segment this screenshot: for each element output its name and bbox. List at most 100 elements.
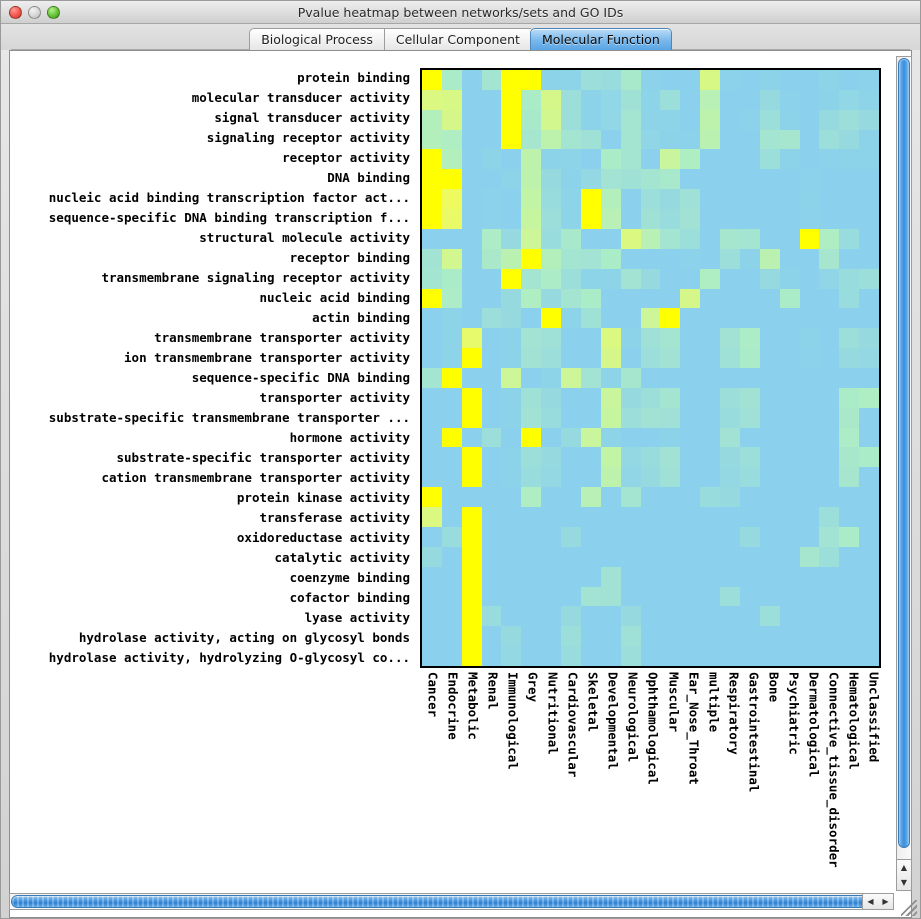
scroll-left-icon[interactable] bbox=[863, 894, 878, 909]
heatmap-cell[interactable] bbox=[739, 70, 760, 90]
heatmap-cell[interactable] bbox=[561, 526, 581, 547]
heatmap-cell[interactable] bbox=[521, 268, 542, 289]
heatmap-cell[interactable] bbox=[521, 169, 542, 190]
heatmap-cell[interactable] bbox=[600, 348, 621, 368]
heatmap-cell[interactable] bbox=[680, 447, 701, 468]
heatmap-cell[interactable] bbox=[799, 109, 820, 130]
heatmap-cell[interactable] bbox=[759, 646, 780, 666]
heatmap-cell[interactable] bbox=[441, 189, 462, 210]
heatmap-cell[interactable] bbox=[819, 248, 840, 269]
heatmap-cell[interactable] bbox=[799, 507, 820, 527]
heatmap-cell[interactable] bbox=[759, 447, 780, 468]
heatmap-cell[interactable] bbox=[461, 169, 482, 190]
heatmap-cell[interactable] bbox=[799, 228, 820, 249]
heatmap-cell[interactable] bbox=[561, 507, 581, 527]
heatmap-cell[interactable] bbox=[481, 646, 502, 666]
heatmap-cell[interactable] bbox=[481, 507, 502, 527]
heatmap-cell[interactable] bbox=[720, 308, 740, 329]
heatmap-cell[interactable] bbox=[640, 248, 661, 269]
heatmap-cell[interactable] bbox=[779, 526, 800, 547]
heatmap-cell[interactable] bbox=[700, 626, 721, 647]
heatmap-cell[interactable] bbox=[680, 129, 701, 150]
heatmap-cell[interactable] bbox=[859, 467, 879, 488]
heatmap-cell[interactable] bbox=[561, 169, 581, 190]
heatmap-cell[interactable] bbox=[461, 526, 482, 547]
heatmap-cell[interactable] bbox=[600, 447, 621, 468]
heatmap-cell[interactable] bbox=[660, 646, 681, 666]
heatmap-cell[interactable] bbox=[580, 248, 601, 269]
heatmap-cell[interactable] bbox=[461, 328, 482, 349]
heatmap-cell[interactable] bbox=[700, 328, 721, 349]
heatmap-cell[interactable] bbox=[640, 228, 661, 249]
heatmap-cell[interactable] bbox=[461, 606, 482, 627]
heatmap-cell[interactable] bbox=[799, 288, 820, 309]
heatmap-cell[interactable] bbox=[819, 129, 840, 150]
heatmap-cell[interactable] bbox=[620, 368, 641, 388]
heatmap-cell[interactable] bbox=[739, 228, 760, 249]
heatmap-cell[interactable] bbox=[541, 368, 562, 388]
heatmap-cell[interactable] bbox=[422, 447, 442, 468]
heatmap-cell[interactable] bbox=[441, 447, 462, 468]
heatmap-cell[interactable] bbox=[779, 507, 800, 527]
heatmap-cell[interactable] bbox=[461, 507, 482, 527]
heatmap-cell[interactable] bbox=[600, 288, 621, 309]
heatmap-cell[interactable] bbox=[541, 507, 562, 527]
heatmap-cell[interactable] bbox=[521, 526, 542, 547]
heatmap-cell[interactable] bbox=[799, 129, 820, 150]
heatmap-cell[interactable] bbox=[422, 586, 442, 607]
heatmap-cell[interactable] bbox=[580, 348, 601, 368]
heatmap-cell[interactable] bbox=[660, 169, 681, 190]
heatmap-cell[interactable] bbox=[759, 566, 780, 587]
heatmap-cell[interactable] bbox=[441, 248, 462, 269]
heatmap-cell[interactable] bbox=[541, 387, 562, 408]
heatmap-cell[interactable] bbox=[839, 427, 860, 448]
heatmap-cell[interactable] bbox=[561, 70, 581, 90]
heatmap-cell[interactable] bbox=[819, 228, 840, 249]
heatmap-cell[interactable] bbox=[640, 526, 661, 547]
heatmap-cell[interactable] bbox=[680, 70, 701, 90]
heatmap-cell[interactable] bbox=[720, 209, 740, 229]
heatmap-cell[interactable] bbox=[700, 407, 721, 428]
heatmap-cell[interactable] bbox=[580, 507, 601, 527]
vertical-scrollbar[interactable] bbox=[896, 56, 912, 875]
heatmap-cell[interactable] bbox=[620, 189, 641, 210]
heatmap-cell[interactable] bbox=[561, 189, 581, 210]
heatmap-cell[interactable] bbox=[441, 626, 462, 647]
heatmap-cell[interactable] bbox=[700, 189, 721, 210]
heatmap-cell[interactable] bbox=[660, 149, 681, 170]
heatmap-cell[interactable] bbox=[481, 487, 502, 508]
heatmap-cell[interactable] bbox=[779, 328, 800, 349]
heatmap-cell[interactable] bbox=[839, 288, 860, 309]
heatmap-cell[interactable] bbox=[501, 467, 522, 488]
heatmap-cell[interactable] bbox=[580, 526, 601, 547]
heatmap-cell[interactable] bbox=[640, 348, 661, 368]
heatmap-cell[interactable] bbox=[819, 407, 840, 428]
heatmap-cell[interactable] bbox=[779, 189, 800, 210]
heatmap-cell[interactable] bbox=[660, 447, 681, 468]
heatmap-cell[interactable] bbox=[700, 228, 721, 249]
heatmap-cell[interactable] bbox=[680, 189, 701, 210]
heatmap-cell[interactable] bbox=[501, 626, 522, 647]
heatmap-cell[interactable] bbox=[541, 467, 562, 488]
heatmap-cell[interactable] bbox=[561, 348, 581, 368]
heatmap-cell[interactable] bbox=[839, 70, 860, 90]
heatmap-cell[interactable] bbox=[580, 586, 601, 607]
heatmap-cell[interactable] bbox=[859, 328, 879, 349]
heatmap-cell[interactable] bbox=[859, 209, 879, 229]
heatmap-cell[interactable] bbox=[859, 169, 879, 190]
heatmap-cell[interactable] bbox=[541, 149, 562, 170]
heatmap-cell[interactable] bbox=[759, 70, 780, 90]
heatmap-cell[interactable] bbox=[759, 586, 780, 607]
heatmap-cell[interactable] bbox=[501, 586, 522, 607]
heatmap-cell[interactable] bbox=[640, 507, 661, 527]
heatmap-cell[interactable] bbox=[461, 109, 482, 130]
heatmap-cell[interactable] bbox=[700, 149, 721, 170]
heatmap-cell[interactable] bbox=[779, 228, 800, 249]
heatmap-cell[interactable] bbox=[839, 228, 860, 249]
heatmap-cell[interactable] bbox=[461, 387, 482, 408]
heatmap-cell[interactable] bbox=[700, 467, 721, 488]
heatmap-cell[interactable] bbox=[461, 129, 482, 150]
heatmap-cell[interactable] bbox=[660, 566, 681, 587]
heatmap-cell[interactable] bbox=[839, 328, 860, 349]
heatmap-cell[interactable] bbox=[441, 427, 462, 448]
